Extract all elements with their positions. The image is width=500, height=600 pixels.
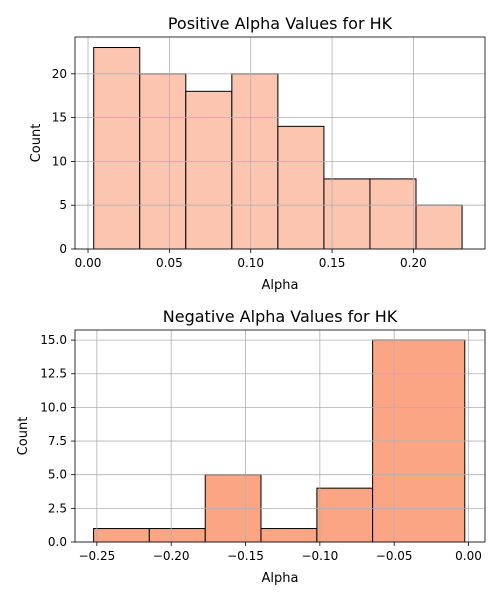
bottom-x-tick-label: −0.25 — [78, 549, 115, 563]
bottom-axes-frame — [74, 329, 486, 543]
top-bars — [93, 47, 463, 250]
top-x-tick-label: 0.15 — [319, 256, 346, 270]
top-x-tick-label: 0.00 — [75, 256, 102, 270]
top-x-tick-label: 0.05 — [156, 256, 183, 270]
top-y-tick-label: 20 — [52, 67, 67, 81]
bottom-x-axis-label: Alpha — [262, 571, 299, 586]
top-axes-frame — [74, 36, 486, 250]
top-y-tick-label: 10 — [52, 154, 67, 168]
bottom-y-tick-label: 15.0 — [40, 333, 67, 347]
bottom-gridlines — [75, 330, 485, 543]
top-x-tick-label: 0.20 — [400, 256, 427, 270]
bottom-y-axis-label: Count — [16, 417, 31, 456]
bottom-y-tick-label: 5.0 — [48, 468, 67, 482]
bottom-y-tick-label: 12.5 — [40, 367, 67, 381]
top-histogram-bar — [323, 178, 371, 250]
top-histogram-bar — [369, 178, 417, 250]
top-x-tick-label: 0.10 — [237, 256, 264, 270]
bottom-chart: −0.25 −0.20 −0.15 −0.10 −0.05 0.00 0.0 2.5 5.0 7.… — [16, 307, 486, 586]
top-y-tick-label: 15 — [52, 111, 67, 125]
bottom-y-tick-label: 7.5 — [48, 434, 67, 448]
bottom-histogram-bar — [93, 528, 150, 543]
bottom-x-tick-label: −0.10 — [301, 549, 338, 563]
bottom-histogram-bar — [148, 528, 206, 543]
top-y-tick-label: 5 — [59, 198, 67, 212]
top-histogram-bar — [415, 204, 463, 250]
bottom-x-tick-label: −0.15 — [227, 549, 264, 563]
bottom-y-tick-label: 10.0 — [40, 400, 67, 414]
top-histogram-bar — [185, 90, 233, 250]
top-histogram-bar — [277, 125, 325, 250]
bottom-histogram-bar — [316, 487, 374, 543]
bottom-x-tick-label: 0.00 — [455, 549, 482, 563]
bottom-chart-title: Negative Alpha Values for HK — [163, 307, 398, 326]
top-histogram-bar — [93, 47, 141, 250]
bottom-histogram-bar — [260, 528, 318, 543]
bottom-y-tick-label: 0.0 — [48, 535, 67, 549]
bottom-x-tick-label: −0.20 — [153, 549, 190, 563]
top-chart: 0.00 0.05 0.10 0.15 0.20 0 5 10 15 20 Positive Alp… — [29, 14, 486, 293]
top-y-axis-label: Count — [29, 124, 44, 163]
top-x-axis-label: Alpha — [262, 278, 299, 293]
top-y-tick-label: 0 — [59, 242, 67, 256]
bottom-x-tick-label: −0.05 — [376, 549, 413, 563]
top-chart-title: Positive Alpha Values for HK — [168, 14, 393, 33]
bottom-y-tick-label: 2.5 — [48, 501, 67, 515]
